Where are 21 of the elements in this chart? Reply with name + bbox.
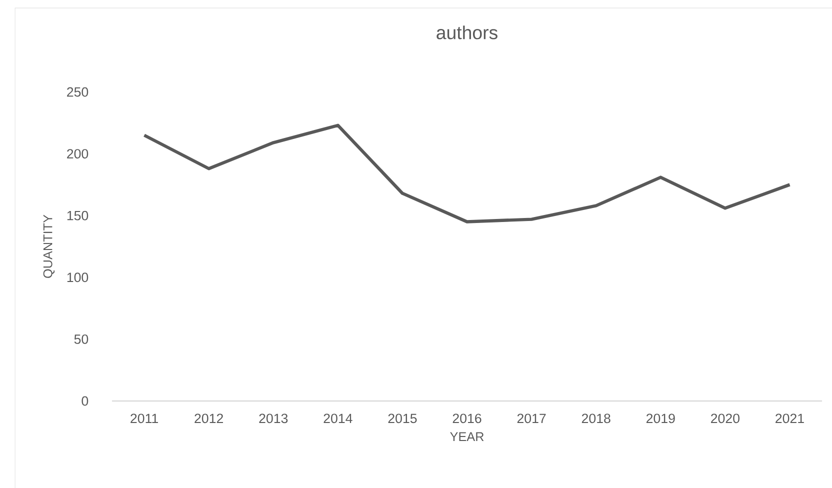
y-tick-label: 150: [67, 210, 88, 220]
x-tick-label: 2012: [194, 414, 223, 424]
chart-title: authors: [436, 26, 498, 40]
x-tick-label: 2018: [582, 414, 610, 424]
x-tick-label: 2013: [259, 414, 288, 424]
x-tick-label: 2016: [452, 414, 482, 424]
x-tick-label: 2014: [324, 414, 352, 424]
x-tick-label: 2017: [517, 414, 546, 424]
x-tick-label: 2011: [130, 414, 158, 424]
y-tick-label: 100: [67, 272, 88, 282]
y-tick-label: 0: [82, 396, 88, 406]
y-tick-label: 200: [67, 149, 88, 159]
x-tick-label: 2020: [711, 414, 740, 424]
x-tick-label: 2021: [776, 414, 804, 424]
x-axis-title: YEAR: [450, 432, 484, 442]
line-series: [142, 124, 792, 224]
y-tick-label: 50: [74, 334, 88, 344]
y-tick-label: 250: [67, 87, 88, 97]
x-tick-label: 2015: [388, 414, 417, 424]
x-tick-label: 2019: [646, 414, 675, 424]
y-axis-title: QUANTITY: [43, 214, 55, 278]
